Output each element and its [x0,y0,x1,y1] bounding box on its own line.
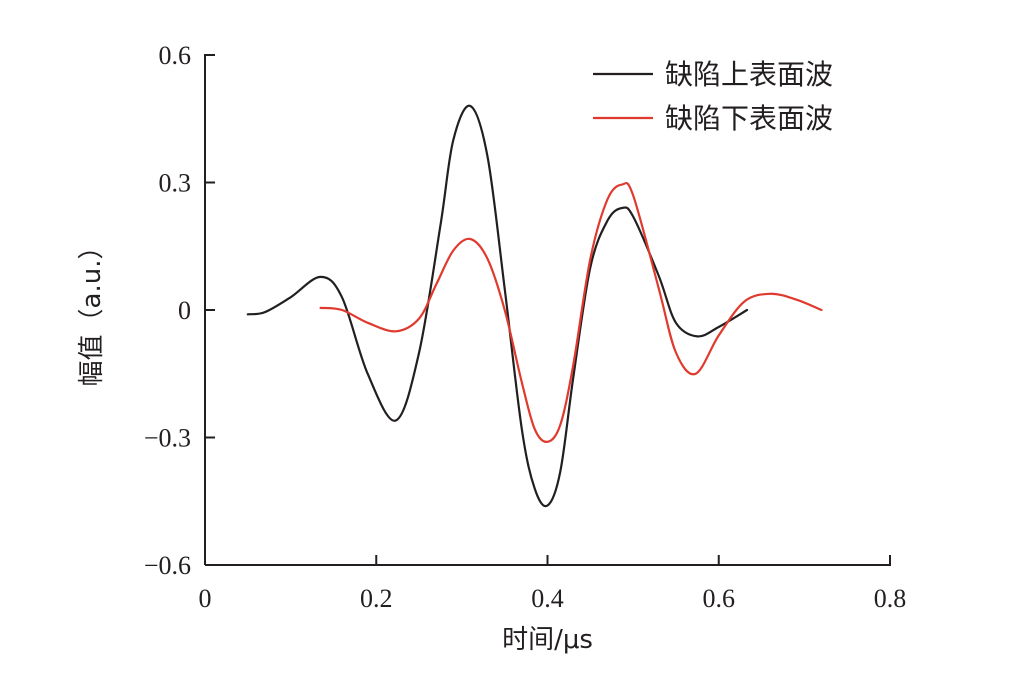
y-axis-title: 幅值（a.u.） [77,234,107,387]
y-tick-label: 0 [178,296,191,325]
x-tick-label: 0.2 [360,584,393,613]
x-tick-label: 0.6 [703,584,736,613]
series-line-1 [246,104,749,508]
y-tick-label: 0.6 [159,41,192,70]
y-tick-label: −0.6 [144,551,191,580]
legend-label-2: 缺陷下表面波 [665,102,833,135]
y-tick-label: 0.3 [159,169,192,198]
legend-label-1: 缺陷上表面波 [665,58,833,91]
x-tick-label: 0.4 [531,584,564,613]
x-tick-label: 0.8 [874,584,907,613]
series-line-2 [319,181,823,443]
x-axis-title: 时间/μs [502,625,593,655]
axes: 0.6 0.3 0 −0.3 −0.6 0 0.2 0.4 0.6 0.8 [144,41,906,613]
x-tick-label: 0 [199,584,212,613]
y-tick-label: −0.3 [144,424,191,453]
series-layer [246,104,823,508]
